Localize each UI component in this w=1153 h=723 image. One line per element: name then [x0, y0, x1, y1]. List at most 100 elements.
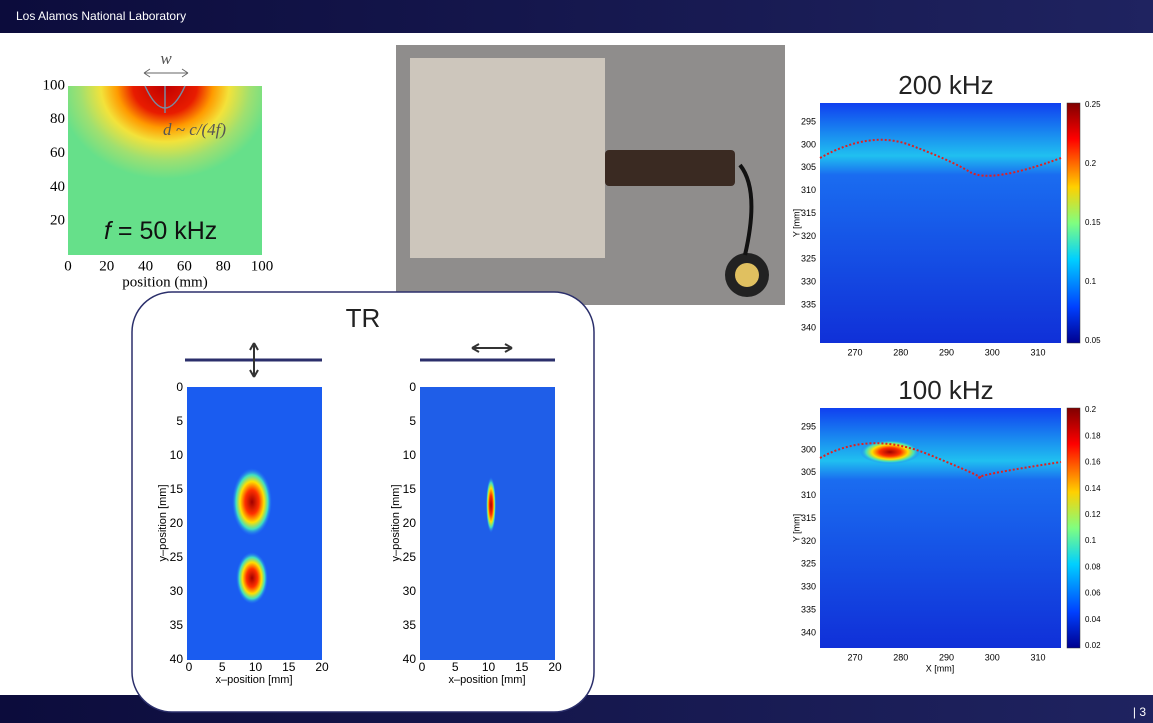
x-tick-label: 0 — [186, 660, 193, 674]
colorbar-label: 0.06 — [1085, 589, 1101, 598]
x-tick-label: 300 — [985, 347, 1000, 357]
colorbar-label: 0.04 — [1085, 615, 1101, 624]
freq-label: f = 50 kHz — [104, 217, 217, 245]
y-tick-label: 30 — [403, 584, 417, 598]
y-tick-label: 40 — [403, 652, 417, 666]
colorbar-label: 0.15 — [1085, 218, 1101, 227]
y-tick-label: 335 — [801, 299, 816, 309]
x-axis-label: x–position [mm] — [448, 674, 525, 686]
y-tick-label: 315 — [801, 208, 816, 218]
scan-map — [820, 103, 1061, 343]
y-axis-label: y–position [mm] — [390, 484, 402, 561]
colorbar-label: 0.02 — [1085, 641, 1101, 650]
y-tick-label: 325 — [801, 559, 816, 569]
y-tick-label: 340 — [801, 322, 816, 332]
x-axis-label: position (mm) — [122, 274, 207, 290]
y-tick-label: 325 — [801, 254, 816, 264]
scan-title: 200 kHz — [898, 70, 993, 100]
colorbar-label: 0.14 — [1085, 484, 1101, 493]
y-tick-label: 320 — [801, 536, 816, 546]
x-tick-label: 290 — [939, 347, 954, 357]
colorbar-label: 0.2 — [1085, 405, 1097, 414]
scan-map — [820, 408, 1061, 648]
colorbar-label: 0.12 — [1085, 510, 1101, 519]
x-tick-label: 20 — [315, 660, 329, 674]
x-tick-label: 280 — [893, 652, 908, 662]
x-tick-label: 290 — [939, 652, 954, 662]
page-number: | 3 — [1133, 705, 1146, 719]
x-tick-label: 100 — [251, 258, 274, 274]
colorbar-label: 0.05 — [1085, 336, 1101, 345]
colorbar-label: 0.1 — [1085, 536, 1097, 545]
y-axis-label: y–position [mm] — [157, 484, 169, 561]
x-tick-label: 15 — [515, 660, 529, 674]
tr-hotspot — [232, 468, 272, 536]
y-tick-label: 20 — [50, 213, 65, 229]
photo-block — [410, 58, 605, 258]
x-axis-label: X [mm] — [926, 663, 955, 673]
tr-title: TR — [346, 303, 381, 333]
x-tick-label: 5 — [219, 660, 226, 674]
x-tick-label: 15 — [282, 660, 296, 674]
width-symbol: w — [160, 49, 172, 68]
colorbar-label: 0.08 — [1085, 562, 1101, 571]
x-tick-label: 40 — [138, 258, 153, 274]
y-tick-label: 20 — [403, 516, 417, 530]
colorbar-label: 0.25 — [1085, 100, 1101, 109]
photo-gauge-face — [735, 263, 759, 287]
y-tick-label: 5 — [176, 414, 183, 428]
y-tick-label: 295 — [801, 116, 816, 126]
y-tick-label: 335 — [801, 604, 816, 614]
colorbar-label: 0.18 — [1085, 431, 1101, 440]
x-tick-label: 10 — [482, 660, 496, 674]
y-axis-label: Y [mm] — [791, 209, 801, 237]
x-tick-label: 20 — [548, 660, 562, 674]
x-axis-label: x–position [mm] — [215, 674, 292, 686]
y-tick-label: 60 — [50, 145, 65, 161]
depth-label: d ~ c/(4f) — [163, 120, 226, 139]
x-tick-label: 20 — [99, 258, 114, 274]
y-tick-label: 25 — [170, 550, 184, 564]
y-tick-label: 25 — [403, 550, 417, 564]
colorbar-label: 0.16 — [1085, 458, 1101, 467]
y-tick-label: 330 — [801, 277, 816, 287]
y-tick-label: 305 — [801, 467, 816, 477]
width-arrow — [144, 69, 188, 77]
x-tick-label: 310 — [1030, 347, 1045, 357]
y-tick-label: 5 — [409, 414, 416, 428]
x-tick-label: 80 — [216, 258, 231, 274]
y-tick-label: 15 — [403, 482, 417, 496]
header-org: Los Alamos National Laboratory — [16, 9, 186, 23]
y-axis-label: Y [mm] — [791, 514, 801, 542]
x-tick-label: 10 — [249, 660, 263, 674]
y-tick-label: 0 — [176, 380, 183, 394]
y-tick-label: 40 — [50, 179, 65, 195]
scan-title: 100 kHz — [898, 375, 993, 405]
x-tick-label: 5 — [452, 660, 459, 674]
y-tick-label: 300 — [801, 444, 816, 454]
y-tick-label: 0 — [409, 380, 416, 394]
y-tick-label: 40 — [170, 652, 184, 666]
colorbar — [1067, 408, 1080, 648]
colorbar — [1067, 103, 1080, 343]
y-tick-label: 295 — [801, 421, 816, 431]
y-tick-label: 35 — [170, 618, 184, 632]
colorbar-label: 0.1 — [1085, 277, 1097, 286]
y-tick-label: 35 — [403, 618, 417, 632]
y-tick-label: 305 — [801, 162, 816, 172]
colorbar-label: 0.2 — [1085, 159, 1097, 168]
y-tick-label: 15 — [170, 482, 184, 496]
y-tick-label: 320 — [801, 231, 816, 241]
y-tick-label: 100 — [43, 77, 66, 93]
x-tick-label: 60 — [177, 258, 192, 274]
x-tick-label: 310 — [1030, 652, 1045, 662]
y-tick-label: 300 — [801, 139, 816, 149]
x-tick-label: 270 — [847, 652, 862, 662]
tr-hotspot — [486, 477, 496, 533]
y-tick-label: 315 — [801, 513, 816, 523]
y-tick-label: 20 — [170, 516, 184, 530]
y-tick-label: 80 — [50, 111, 65, 127]
tr-hotspot — [236, 552, 268, 604]
y-tick-label: 310 — [801, 490, 816, 500]
photo-pipe — [605, 150, 735, 186]
